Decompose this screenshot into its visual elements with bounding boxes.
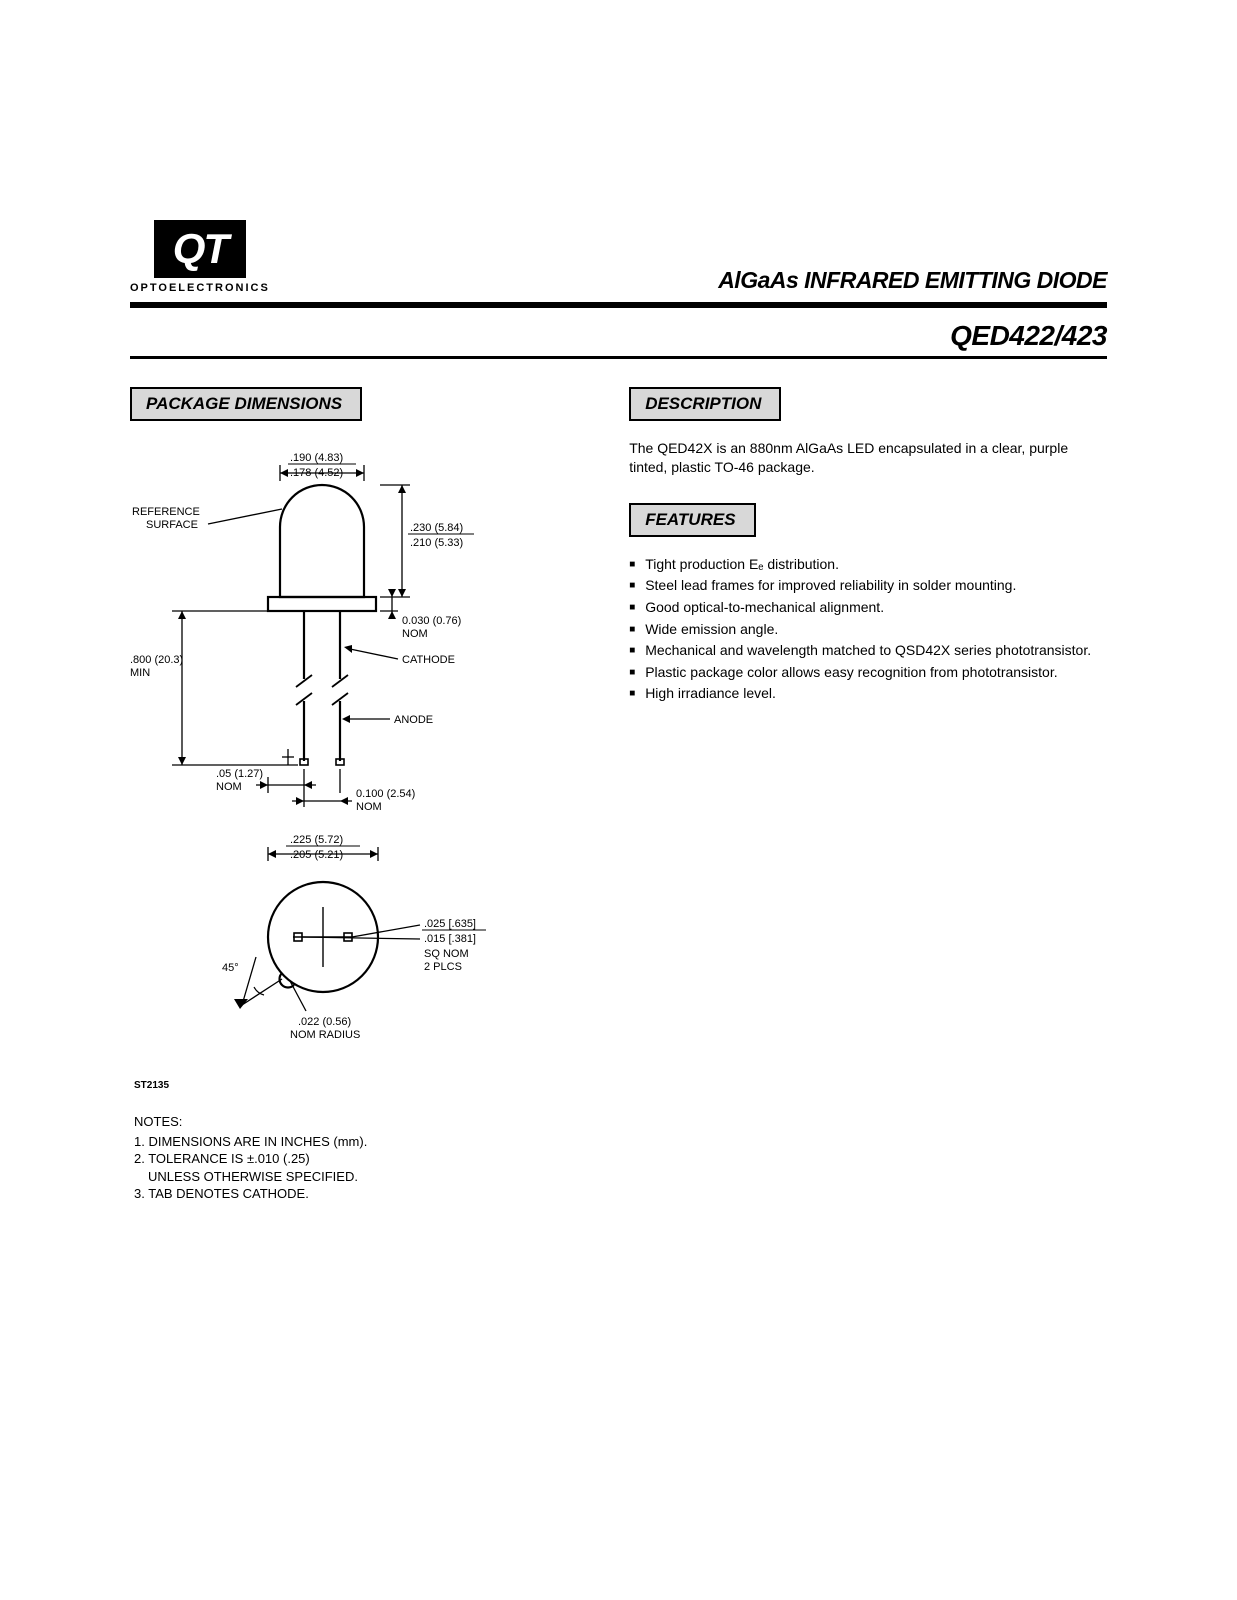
dim-pad-note-2: 2 PLCS — [424, 961, 462, 973]
notes-block: NOTES: 1. DIMENSIONS ARE IN INCHES (mm).… — [134, 1113, 589, 1203]
dim-flange-1: 0.030 (0.76) — [402, 615, 461, 627]
feature-item: Steel lead frames for improved reliabili… — [629, 576, 1107, 596]
dim-pad-lower: .015 [.381] — [424, 933, 476, 945]
dim-top-lower: .178 (4.52) — [290, 467, 343, 479]
feature-item: Good optical-to-mechanical alignment. — [629, 598, 1107, 618]
label-cathode: CATHODE — [402, 654, 455, 666]
dim-top-upper: .190 (4.83) — [290, 452, 343, 464]
header-rule-thin — [130, 356, 1107, 359]
package-diagram: REFERENCE SURFACE .190 (4.83) .178 (4.52… — [130, 449, 589, 1091]
feature-item: Tight production Eₑ distribution. — [629, 555, 1107, 575]
note-1: 1. DIMENSIONS ARE IN INCHES (mm). — [134, 1133, 589, 1151]
section-header-features: FEATURES — [629, 503, 755, 537]
dim-flange-2: NOM — [402, 628, 428, 640]
dim-tab-radius-1: .022 (0.56) — [298, 1016, 351, 1028]
dim-dia-lower: .205 (5.21) — [290, 849, 343, 861]
feature-item: Wide emission angle. — [629, 620, 1107, 640]
part-number: QED422/423 — [950, 320, 1107, 352]
dim-lead-len-1: .800 (20.3) — [130, 654, 183, 666]
section-header-description: DESCRIPTION — [629, 387, 781, 421]
company-logo: QT OPTOELECTRONICS — [130, 220, 270, 294]
dim-offset-2: NOM — [216, 781, 242, 793]
logo-subtitle: OPTOELECTRONICS — [130, 282, 270, 294]
note-2-sub: UNLESS OTHERWISE SPECIFIED. — [134, 1168, 589, 1186]
feature-item: High irradiance level. — [629, 684, 1107, 704]
dim-pitch-1: 0.100 (2.54) — [356, 788, 415, 800]
dim-offset-1: .05 (1.27) — [216, 768, 263, 780]
label-ref-surface-1: REFERENCE — [132, 506, 200, 518]
section-header-package-dimensions: PACKAGE DIMENSIONS — [130, 387, 362, 421]
features-list: Tight production Eₑ distribution. Steel … — [629, 555, 1107, 704]
feature-item: Mechanical and wavelength matched to QSD… — [629, 641, 1107, 661]
dim-tab-angle: 45° — [222, 962, 239, 974]
dim-pad-note-1: SQ NOM — [424, 948, 469, 960]
dim-right-upper: .230 (5.84) — [410, 522, 463, 534]
header-rule-thick — [130, 302, 1107, 308]
notes-title: NOTES: — [134, 1113, 589, 1131]
diagram-code: ST2135 — [134, 1080, 589, 1091]
dim-lead-len-2: MIN — [130, 667, 150, 679]
dim-pitch-2: NOM — [356, 801, 382, 813]
note-3: 3. TAB DENOTES CATHODE. — [134, 1185, 589, 1203]
document-title: AlGaAs INFRARED EMITTING DIODE — [718, 267, 1107, 294]
dim-tab-radius-2: NOM RADIUS — [290, 1029, 360, 1041]
dim-pad-upper: .025 [.635] — [424, 918, 476, 930]
logo-mark: QT — [154, 220, 246, 278]
note-2: 2. TOLERANCE IS ±.010 (.25) — [134, 1150, 589, 1168]
dim-dia-upper: .225 (5.72) — [290, 834, 343, 846]
label-ref-surface-2: SURFACE — [146, 519, 198, 531]
feature-item: Plastic package color allows easy recogn… — [629, 663, 1107, 683]
dim-right-lower: .210 (5.33) — [410, 537, 463, 549]
description-text: The QED42X is an 880nm AlGaAs LED encaps… — [629, 439, 1107, 477]
label-anode: ANODE — [394, 714, 433, 726]
